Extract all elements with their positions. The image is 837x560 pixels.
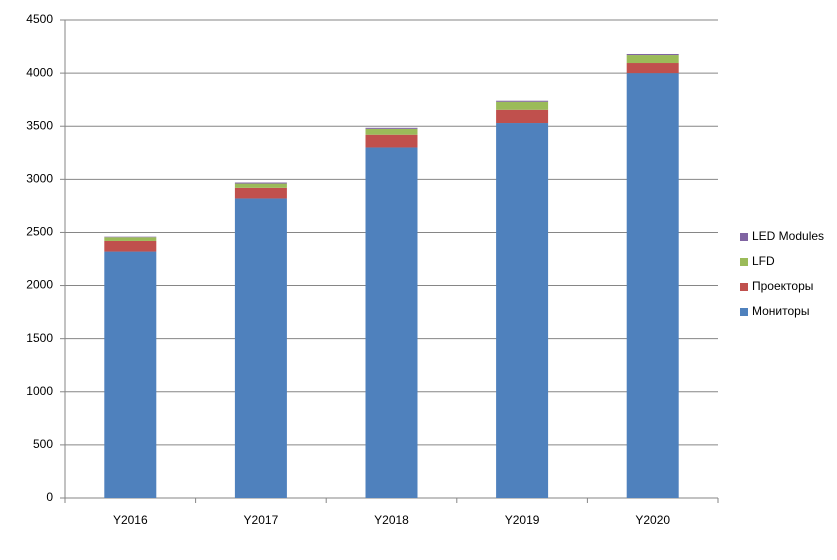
x-tick-label: Y2020 — [635, 513, 670, 527]
bar-segment — [234, 183, 287, 188]
bar-segment — [626, 73, 679, 498]
bar-segment — [626, 63, 679, 74]
bar-segment — [626, 55, 679, 64]
x-tick-label: Y2019 — [505, 513, 540, 527]
bar-segment — [496, 100, 549, 102]
bar-segment — [104, 240, 157, 252]
legend-swatch — [740, 258, 748, 266]
bar-segment — [365, 127, 418, 129]
y-tick-label: 1500 — [26, 331, 53, 345]
bar-segment — [104, 251, 157, 498]
legend-label: Мониторы — [752, 304, 809, 318]
legend-label: LED Modules — [752, 229, 824, 243]
x-tick-label: Y2016 — [113, 513, 148, 527]
bar-segment — [365, 147, 418, 498]
y-tick-label: 2000 — [26, 278, 53, 292]
y-tick-label: 4000 — [26, 65, 53, 79]
bar-segment — [365, 134, 418, 148]
bar-segment — [496, 109, 549, 124]
bar-segment — [234, 187, 287, 199]
x-tick-label: Y2017 — [244, 513, 279, 527]
y-tick-label: 3000 — [26, 172, 53, 186]
y-tick-label: 3500 — [26, 118, 53, 132]
legend-label: Проекторы — [752, 279, 813, 293]
y-tick-label: 1000 — [26, 384, 53, 398]
x-tick-label: Y2018 — [374, 513, 409, 527]
legend-swatch — [740, 308, 748, 316]
bar-segment — [365, 128, 418, 135]
bar-segment — [104, 237, 157, 241]
bar-segment — [626, 53, 679, 56]
legend-label: LFD — [752, 254, 775, 268]
y-tick-label: 4500 — [26, 12, 53, 26]
bar-segment — [234, 198, 287, 498]
y-tick-label: 500 — [33, 437, 53, 451]
y-tick-label: 0 — [46, 490, 53, 504]
bar-segment — [104, 236, 157, 238]
y-tick-label: 2500 — [26, 225, 53, 239]
bar-segment — [234, 182, 287, 184]
bar-segment — [496, 101, 549, 110]
legend-swatch — [740, 233, 748, 241]
bar-segment — [496, 123, 549, 498]
legend-swatch — [740, 283, 748, 291]
